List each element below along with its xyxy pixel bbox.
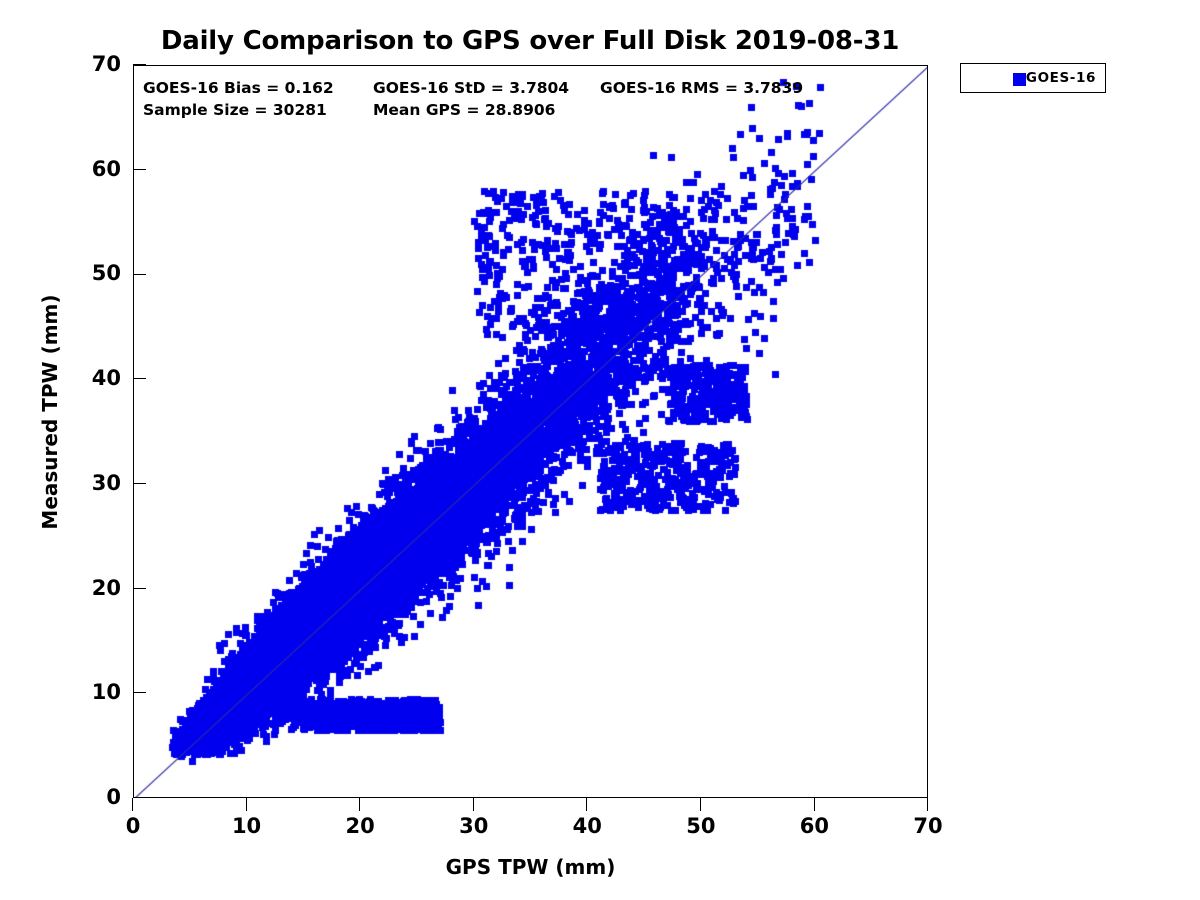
x-tick-50 [700,798,702,811]
y-ticklabel-20: 20 [91,575,121,600]
x-ticklabel-40: 40 [572,814,602,838]
x-axis-label: GPS TPW (mm) [445,855,616,879]
y-axis-label: Measured TPW (mm) [38,294,62,530]
x-ticklabel-0: 0 [125,814,141,838]
x-ticklabel-50: 50 [686,814,716,838]
x-tick-40 [586,798,588,811]
x-ticklabel-20: 20 [345,814,375,838]
y-tick-70 [133,64,146,66]
y-ticklabel-60: 60 [91,156,121,181]
y-tick-10 [133,692,146,694]
y-ticklabel-70: 70 [91,52,121,76]
y-ticklabel-0: 0 [106,785,121,809]
x-ticklabel-30: 30 [459,814,489,838]
x-tick-60 [813,798,815,811]
x-ticklabel-60: 60 [799,814,830,838]
y-tick-50 [133,273,146,275]
y-ticklabel-10: 10 [91,680,121,705]
x-tick-0 [132,798,134,811]
y-tick-0 [133,797,146,799]
legend-marker-goes-16 [1013,73,1026,86]
annotation-4: Mean GPS = 28.8906 [373,101,556,119]
scatter-plot-canvas [134,66,927,797]
plot-area [133,65,928,798]
annotation-0: GOES-16 Bias = 0.162 [143,79,334,97]
y-ticklabel-50: 50 [91,261,121,286]
x-tick-30 [472,798,474,811]
y-tick-60 [133,168,146,170]
x-tick-20 [359,798,361,811]
y-tick-20 [133,587,146,589]
page-title: Daily Comparison to GPS over Full Disk 2… [160,26,900,56]
x-tick-70 [927,798,929,811]
y-tick-40 [133,378,146,380]
x-ticklabel-70: 70 [913,814,943,838]
legend-label-goes-16: GOES-16 [1025,70,1096,86]
annotation-2: GOES-16 RMS = 3.7839 [600,79,804,97]
annotation-1: GOES-16 StD = 3.7804 [373,79,570,97]
annotation-3: Sample Size = 30281 [143,101,327,119]
y-ticklabel-30: 30 [91,470,121,495]
legend: GOES-16 [960,63,1106,93]
y-ticklabel-40: 40 [91,366,121,391]
x-tick-10 [245,798,247,811]
x-ticklabel-10: 10 [231,814,262,838]
y-tick-30 [133,483,146,485]
